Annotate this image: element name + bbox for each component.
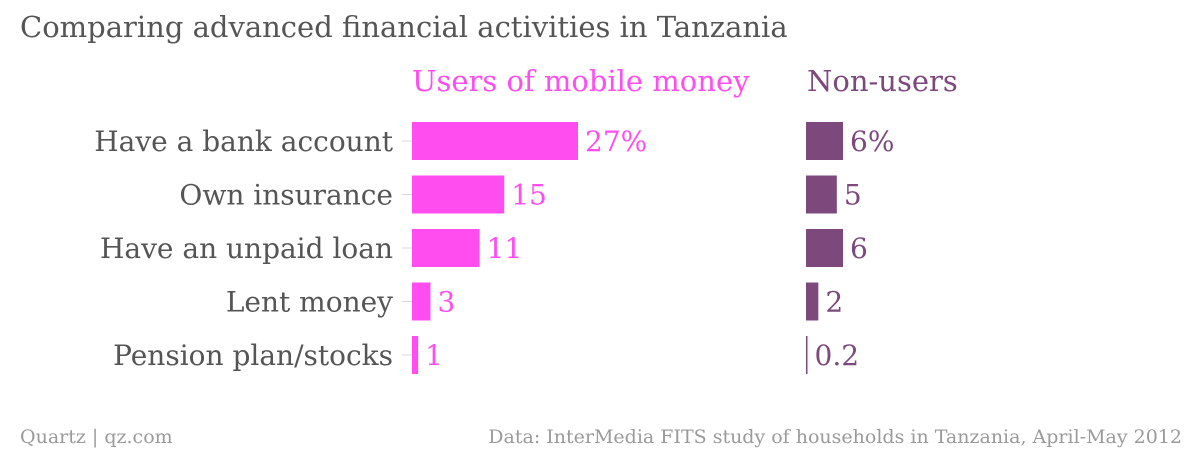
value-label-nonusers-own-insurance: 5	[844, 179, 862, 212]
bar-nonusers-have-an-unpaid-loan	[806, 229, 843, 267]
bar-users-own-insurance	[412, 175, 505, 214]
footer-source: Data: InterMedia FITS study of household…	[488, 426, 1182, 448]
footer-brand: Quartz | qz.com	[20, 426, 173, 448]
bar-users-have-a-bank-account	[412, 122, 578, 160]
value-label-users-lent-money: 3	[437, 286, 455, 319]
category-label-have-a-bank-account: Have a bank account	[94, 125, 393, 158]
series-title-users: Users of mobile money	[412, 64, 750, 98]
bar-users-lent-money	[412, 282, 431, 321]
value-label-users-pension-plan-stocks: 1	[425, 339, 443, 372]
category-label-own-insurance: Own insurance	[179, 179, 393, 212]
value-label-nonusers-pension-plan-stocks: 0.2	[815, 339, 860, 372]
value-label-nonusers-have-a-bank-account: 6%	[850, 125, 894, 158]
bar-nonusers-pension-plan-stocks	[806, 336, 808, 374]
category-label-have-an-unpaid-loan: Have an unpaid loan	[100, 232, 393, 265]
category-label-pension-plan-stocks: Pension plan/stocks	[113, 339, 393, 372]
value-label-nonusers-have-an-unpaid-loan: 6	[850, 232, 868, 265]
value-label-users-own-insurance: 15	[511, 179, 547, 212]
chart-title: Comparing advanced financial activities …	[20, 10, 788, 44]
bar-nonusers-lent-money	[806, 282, 819, 321]
value-label-users-have-an-unpaid-loan: 11	[487, 232, 523, 265]
category-label-lent-money: Lent money	[226, 286, 393, 319]
bar-nonusers-own-insurance	[806, 175, 837, 214]
value-label-users-have-a-bank-account: 27%	[585, 125, 647, 158]
series-title-nonusers: Non-users	[807, 64, 958, 98]
bar-users-have-an-unpaid-loan	[412, 229, 480, 267]
bar-users-pension-plan-stocks	[412, 336, 419, 374]
value-label-nonusers-lent-money: 2	[825, 286, 843, 319]
bar-nonusers-have-a-bank-account	[806, 122, 843, 160]
